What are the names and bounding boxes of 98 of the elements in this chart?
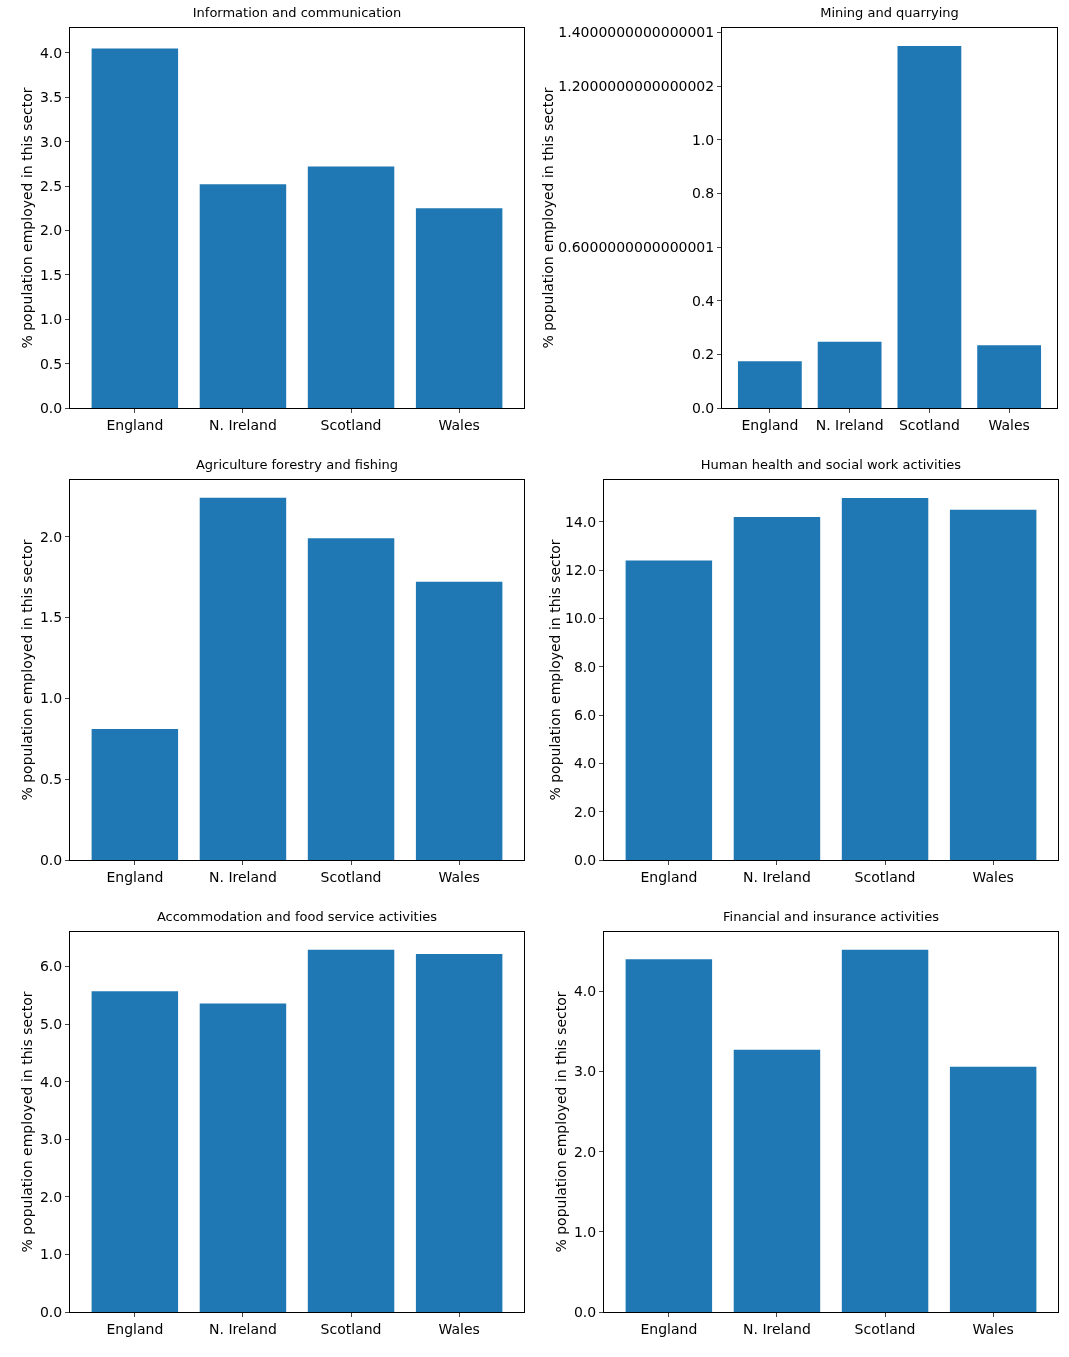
y-tick-label: 2.0 bbox=[573, 1143, 597, 1160]
y-axis-title: % population employed in this sector bbox=[19, 991, 35, 1253]
y-tick-label: 4.0 bbox=[573, 755, 597, 772]
bar bbox=[415, 581, 503, 860]
x-tick-label: England bbox=[640, 868, 698, 885]
x-tick-label: England bbox=[106, 868, 164, 885]
x-tick-label: N. Ireland bbox=[743, 1320, 811, 1337]
y-tick-label: 0.4 bbox=[691, 292, 715, 309]
bar bbox=[733, 1049, 821, 1312]
y-tick-label: 0.6000000000000001 bbox=[558, 239, 715, 255]
x-tick-label: N. Ireland bbox=[209, 416, 277, 433]
y-tick-label: 8.0 bbox=[573, 658, 597, 675]
y-tick-label: 3.5 bbox=[39, 89, 63, 106]
bar bbox=[841, 497, 929, 860]
chart-title: Accommodation and food service activities bbox=[156, 909, 438, 925]
y-tick-label: 6.0 bbox=[573, 706, 597, 723]
y-tick-label: 0.8 bbox=[691, 185, 715, 202]
x-tick-label: Wales bbox=[438, 416, 480, 433]
y-tick-label: 1.4000000000000001 bbox=[558, 24, 715, 41]
y-tick-label: 2.5 bbox=[39, 177, 63, 194]
bar bbox=[841, 949, 929, 1312]
y-axis-title: % population employed in this sector bbox=[540, 87, 557, 349]
bar bbox=[91, 729, 179, 860]
y-tick-label: 2.0 bbox=[39, 528, 63, 545]
x-tick-label: Scotland bbox=[320, 416, 382, 433]
y-tick-label: 1.0 bbox=[39, 690, 63, 707]
x-tick-label: England bbox=[741, 416, 799, 433]
chart-title: Information and communication bbox=[192, 5, 402, 21]
chart-title: Financial and insurance activities bbox=[723, 909, 940, 925]
x-tick-label: Scotland bbox=[320, 868, 382, 885]
y-axis-title: % population employed in this sector bbox=[19, 539, 35, 801]
chart-title: Agriculture forestry and fishing bbox=[195, 457, 399, 473]
bar bbox=[307, 538, 395, 860]
y-axis-title: % population employed in this sector bbox=[547, 539, 564, 801]
y-tick-label: 6.0 bbox=[39, 958, 63, 975]
x-tick-label: N. Ireland bbox=[209, 1320, 277, 1337]
bar bbox=[949, 1066, 1037, 1312]
y-tick-label: 0.0 bbox=[691, 399, 715, 416]
y-tick-label: 0.0 bbox=[39, 1303, 63, 1320]
x-tick-label: Scotland bbox=[854, 1320, 916, 1337]
x-tick-label: Wales bbox=[972, 868, 1014, 885]
y-axis-title: % population employed in this sector bbox=[553, 991, 569, 1253]
x-tick-label: England bbox=[106, 416, 164, 433]
bar bbox=[949, 509, 1037, 860]
y-tick-label: 2.0 bbox=[573, 803, 597, 820]
bar bbox=[415, 208, 503, 408]
y-tick-label: 4.0 bbox=[573, 983, 597, 1000]
chart-title: Mining and quarrying bbox=[820, 5, 959, 21]
x-tick-label: Wales bbox=[972, 1320, 1014, 1337]
x-tick-label: N. Ireland bbox=[209, 868, 277, 885]
y-tick-label: 3.0 bbox=[39, 133, 63, 150]
bar bbox=[737, 361, 802, 408]
x-tick-label: Wales bbox=[988, 416, 1030, 433]
y-tick-label: 1.0 bbox=[39, 1246, 63, 1263]
y-tick-label: 1.2000000000000002 bbox=[558, 78, 715, 95]
y-tick-label: 10.0 bbox=[565, 610, 597, 627]
y-tick-label: 3.0 bbox=[39, 1131, 63, 1148]
y-tick-label: 12.0 bbox=[565, 562, 597, 579]
y-tick-label: 0.0 bbox=[39, 851, 63, 868]
y-tick-label: 5.0 bbox=[39, 1016, 63, 1033]
x-tick-label: Wales bbox=[438, 868, 480, 885]
y-tick-label: 0.5 bbox=[39, 771, 63, 788]
bar bbox=[897, 45, 962, 408]
y-tick-label: 0.2 bbox=[691, 346, 715, 363]
y-tick-label: 1.5 bbox=[39, 609, 63, 626]
x-tick-label: England bbox=[106, 1320, 164, 1337]
y-axis-title: % population employed in this sector bbox=[19, 87, 35, 349]
bar bbox=[91, 48, 179, 408]
chart-title: Human health and social work activities bbox=[700, 457, 962, 473]
y-tick-label: 1.5 bbox=[39, 266, 63, 283]
y-tick-label: 3.0 bbox=[573, 1063, 597, 1080]
bar bbox=[199, 497, 287, 860]
bar bbox=[977, 345, 1042, 408]
x-tick-label: N. Ireland bbox=[743, 868, 811, 885]
y-tick-label: 0.0 bbox=[39, 399, 63, 416]
bar bbox=[733, 516, 821, 860]
y-tick-label: 0.0 bbox=[573, 1303, 597, 1320]
bar bbox=[307, 166, 395, 408]
bar bbox=[625, 560, 713, 860]
x-tick-label: Scotland bbox=[854, 868, 916, 885]
x-tick-label: England bbox=[640, 1320, 698, 1337]
x-tick-label: N. Ireland bbox=[815, 416, 884, 433]
y-tick-label: 2.0 bbox=[39, 222, 63, 239]
bar bbox=[817, 341, 882, 408]
x-tick-label: Wales bbox=[438, 1320, 480, 1337]
y-tick-label: 1.0 bbox=[691, 131, 715, 148]
bar bbox=[199, 184, 287, 408]
x-tick-label: Scotland bbox=[898, 416, 960, 433]
y-tick-label: 2.0 bbox=[39, 1188, 63, 1205]
y-tick-label: 0.5 bbox=[39, 355, 63, 372]
y-tick-label: 0.0 bbox=[573, 851, 597, 868]
y-tick-label: 4.0 bbox=[39, 1073, 63, 1090]
x-tick-label: Scotland bbox=[320, 1320, 382, 1337]
y-tick-label: 4.0 bbox=[39, 44, 63, 61]
y-tick-label: 14.0 bbox=[565, 513, 597, 530]
y-tick-label: 1.0 bbox=[39, 311, 63, 328]
y-tick-label: 1.0 bbox=[573, 1223, 597, 1240]
bar bbox=[625, 959, 713, 1312]
